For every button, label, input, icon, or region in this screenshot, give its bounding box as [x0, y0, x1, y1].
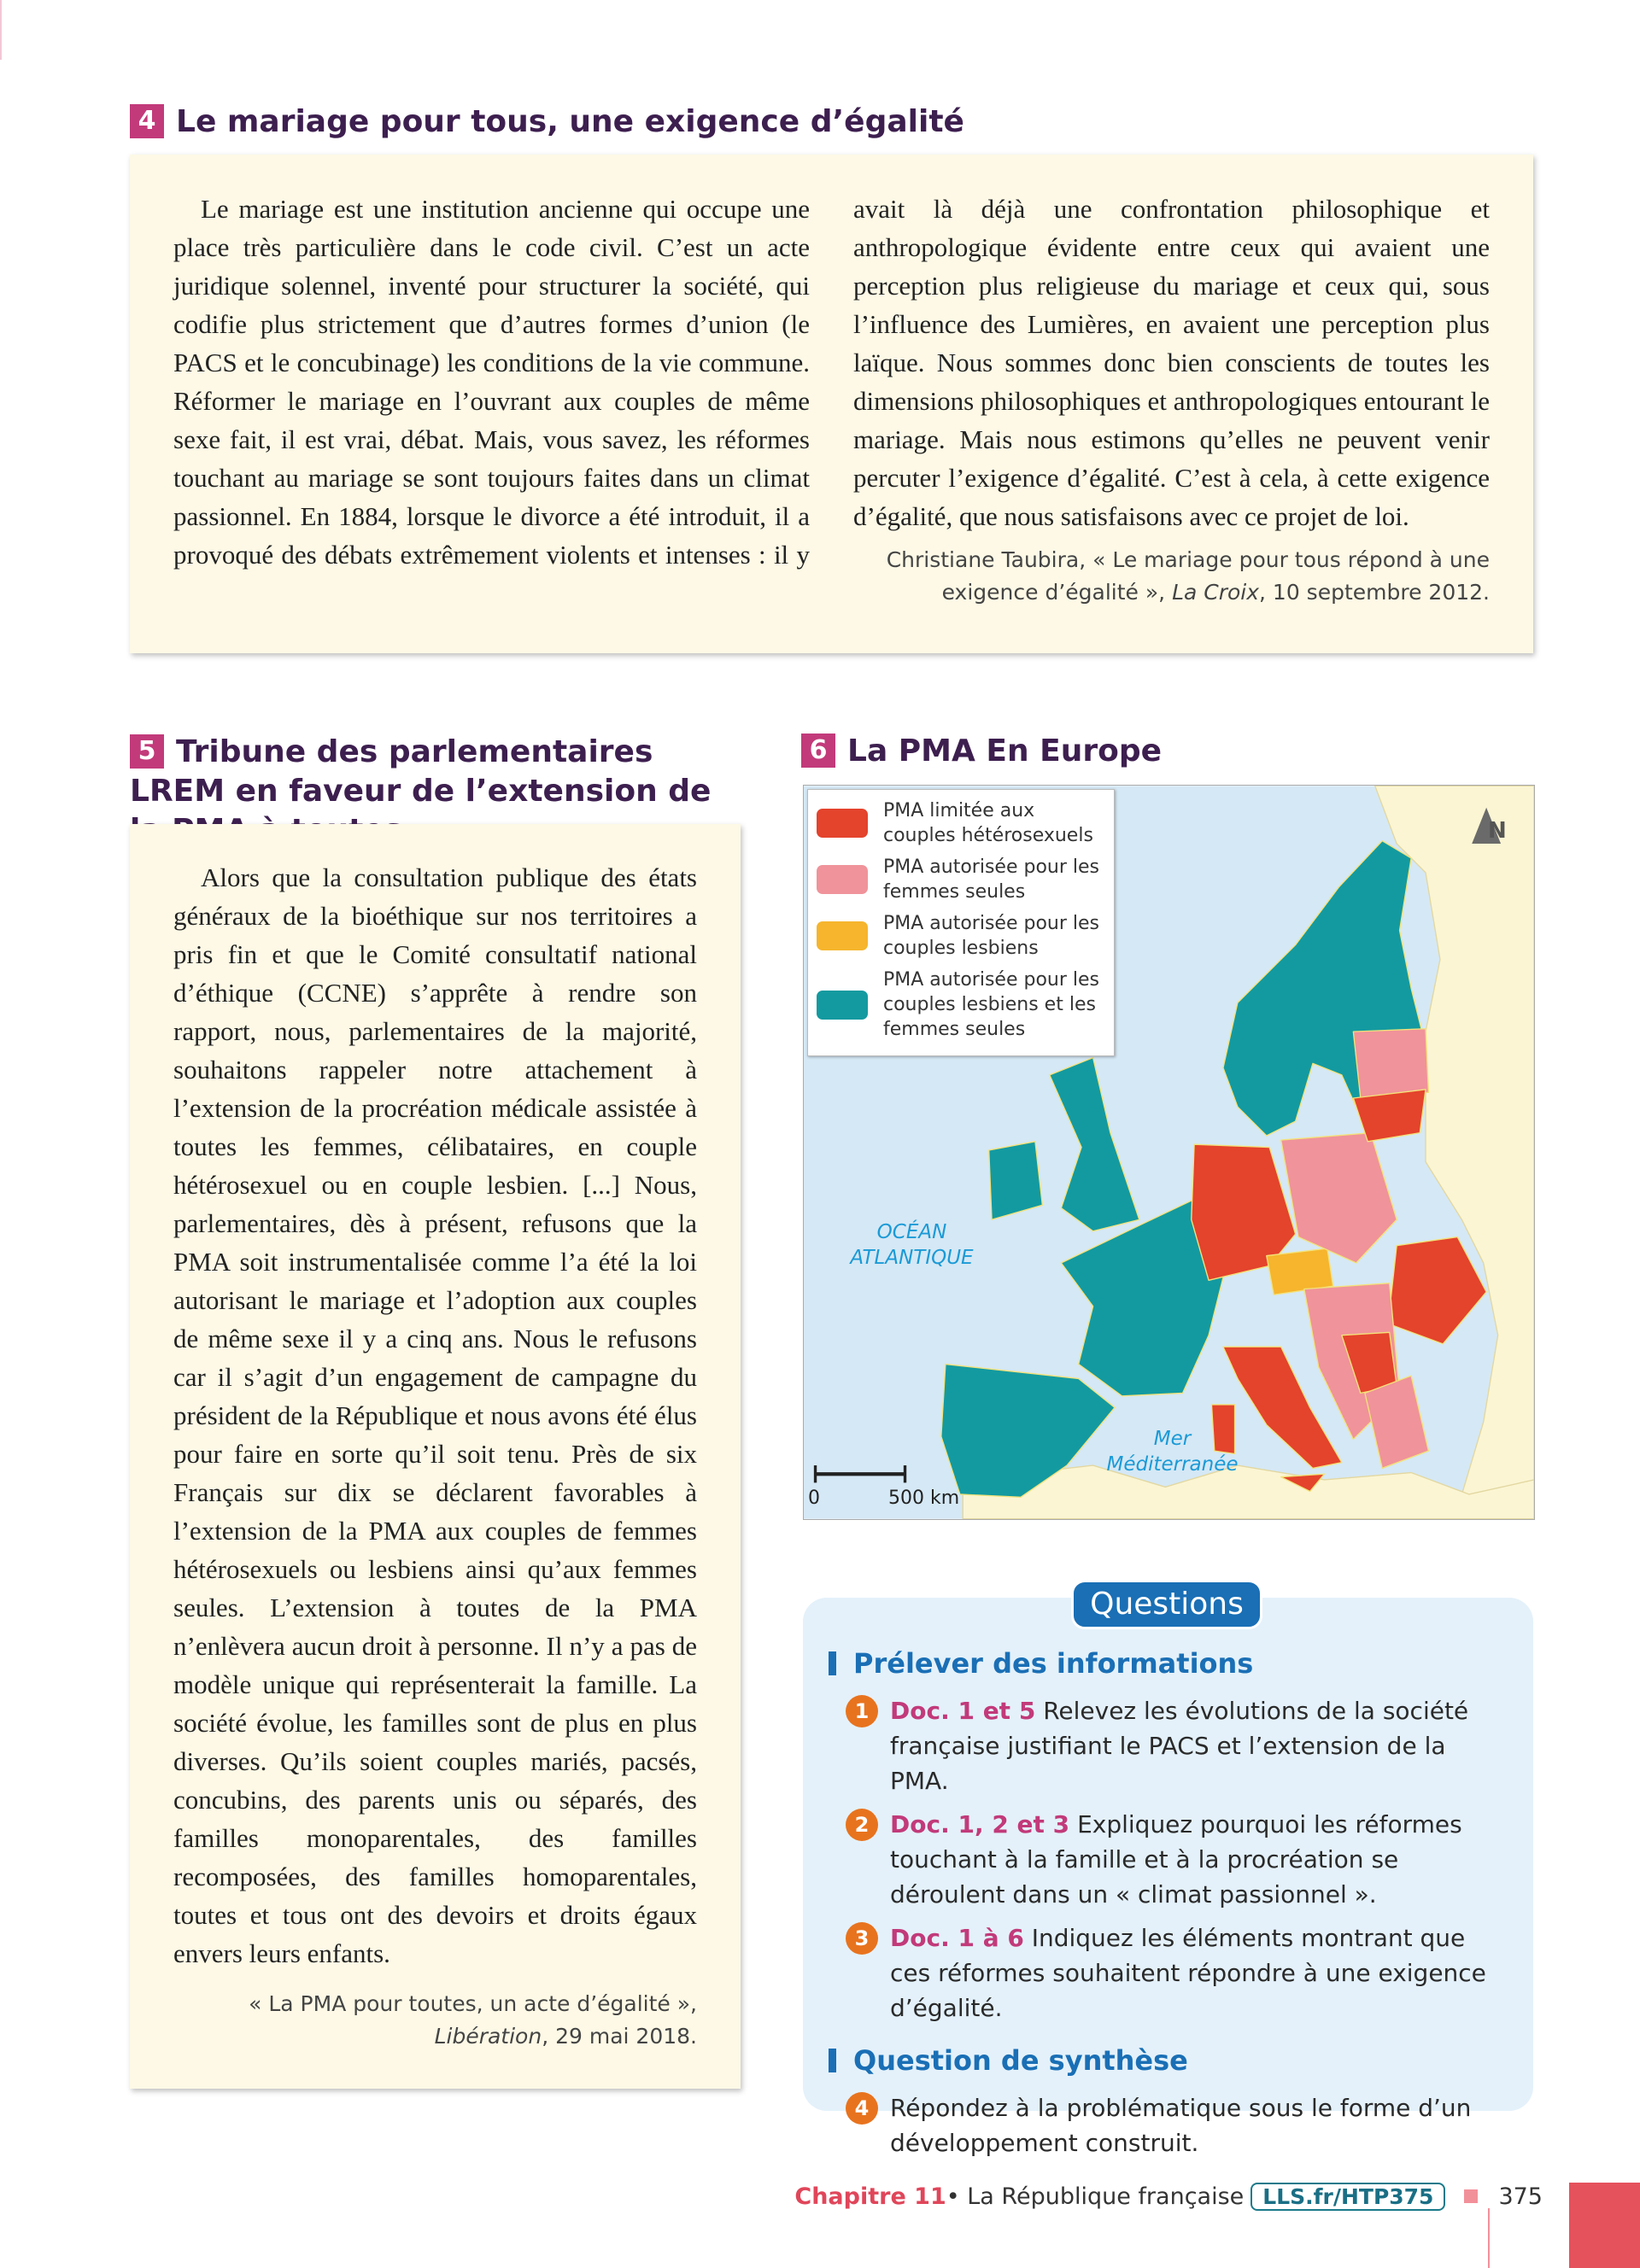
doc-box: Alors que la consultation publique des é…: [130, 824, 741, 2089]
map-region: [1266, 1248, 1334, 1295]
legend-swatch: [817, 865, 868, 894]
doc-title: Le mariage pour tous, une exigence d’éga…: [176, 104, 964, 139]
map-legend: PMA limitée aux couples hétérosexuels PMA…: [807, 789, 1115, 1056]
map-region: [940, 1363, 1116, 1498]
source-date: , 29 mai 2018.: [542, 2024, 697, 2049]
north-arrow: [1472, 807, 1502, 845]
footer: Chapitre 11 • La République française LL…: [794, 2177, 1543, 2215]
question-number: 3: [846, 1922, 878, 1955]
source-title: « La PMA pour toutes, un acte d’égalité …: [249, 1991, 697, 2016]
question-number: 1: [846, 1695, 878, 1727]
question-ref: Doc. 1, 2 et 3: [890, 1810, 1070, 1838]
question-body: Expliquez pourquoi les réformes touchant…: [890, 1810, 1462, 1909]
map-region: [1280, 1473, 1326, 1493]
sea-label: Mer Méditerranée: [1106, 1428, 1239, 1476]
section-heading: Question de synthèse: [829, 2044, 1508, 2077]
question: 4 Répondez à la problématique sous le for…: [829, 2090, 1508, 2160]
legend-item: PMA limitée aux couples hétérosexuels: [817, 798, 1105, 848]
north-label: N: [1488, 818, 1507, 844]
doc-source: Christiane Taubira, « Le mariage pour to…: [853, 544, 1490, 609]
legend-label: PMA limitée aux couples hétérosexuels: [883, 800, 1093, 846]
ocean-label: OCÉAN ATLANTIQUE: [850, 1221, 974, 1269]
map-region: [1364, 1375, 1430, 1470]
map-region: [1352, 1089, 1426, 1143]
map-region: [1352, 1028, 1430, 1099]
scale-end: 500 km: [888, 1488, 960, 1509]
legend-item: PMA autorisée pour les femmes seules: [817, 855, 1105, 904]
question-number: 4: [846, 2092, 878, 2125]
section-heading: Prélever des informations: [829, 1647, 1508, 1680]
doc-number: 5: [130, 734, 164, 769]
footer-line: [1488, 2208, 1490, 2268]
footer-link[interactable]: LLS.fr/HTP375: [1250, 2182, 1446, 2211]
land-africa: [962, 1464, 1534, 1519]
legend-item: PMA autorisée pour les couples lesbiens …: [817, 967, 1105, 1042]
question: 2 Doc. 1, 2 et 3 Expliquez pourquoi les r…: [829, 1807, 1508, 1912]
question-body: Relevez les évolutions de la société fra…: [890, 1697, 1469, 1795]
question-text: Doc. 1 à 6 Indiquez les éléments montran…: [890, 1920, 1508, 2025]
legend-swatch: [817, 921, 868, 950]
source-date: , 10 septembre 2012.: [1259, 580, 1490, 605]
question-text: Doc. 1, 2 et 3 Expliquez pourquoi les ré…: [890, 1807, 1508, 1912]
doc-title: La PMA En Europe: [847, 734, 1163, 769]
map-region: [1210, 1404, 1236, 1455]
map-region: [1060, 1197, 1224, 1397]
doc-heading: 4 Le mariage pour tous, une exigence d’ég…: [130, 102, 1531, 142]
map-region: [1222, 1346, 1343, 1470]
scale-start: 0: [808, 1488, 820, 1509]
question-body: Répondez à la problématique sous le form…: [890, 2094, 1472, 2157]
question-ref: Doc. 1 et 5: [890, 1697, 1036, 1725]
doc-heading: 6 La PMA En Europe: [801, 732, 1536, 771]
doc-number: 6: [801, 734, 835, 768]
footer-page: 375: [1498, 2183, 1543, 2210]
doc-source: « La PMA pour toutes, un acte d’égalité …: [173, 1988, 697, 2053]
doc-text: Le mariage est une institution ancienne …: [173, 194, 1490, 570]
question-ref: Doc. 1 à 6: [890, 1924, 1024, 1952]
footer-subject: • La République française: [946, 2183, 1245, 2210]
corner-mark: [0, 0, 2, 60]
questions-box: Prélever des informations 1 Doc. 1 et 5 Re…: [803, 1598, 1533, 2157]
question-text: Répondez à la problématique sous le form…: [890, 2090, 1508, 2160]
map-region: [1049, 1056, 1140, 1232]
question-number: 2: [846, 1809, 878, 1841]
question-body: Indiquez les éléments montrant que ces r…: [890, 1924, 1486, 2022]
footer-square: [1464, 2189, 1479, 2203]
source-author: Christiane Taubira, « Le mariage pour to…: [886, 547, 1490, 605]
map-region: [988, 1141, 1044, 1220]
doc-box: Le mariage est une institution ancienne …: [130, 155, 1533, 653]
footer-chapter: Chapitre 11: [794, 2183, 946, 2210]
legend-label: PMA autorisée pour les femmes seules: [883, 856, 1099, 903]
page-tab: [1569, 2183, 1640, 2268]
map-region: [1280, 1131, 1397, 1264]
question: 3 Doc. 1 à 6 Indiquez les éléments montra…: [829, 1920, 1508, 2025]
legend-label: PMA autorisée pour les couples lesbiens: [883, 913, 1099, 959]
source-publication: Libération: [434, 2024, 542, 2049]
questions-title: Questions: [1071, 1580, 1262, 1629]
doc-number: 4: [130, 104, 164, 138]
legend-swatch: [817, 990, 868, 1020]
question-text: Doc. 1 et 5 Relevez les évolutions de la…: [890, 1693, 1508, 1798]
legend-label: PMA autorisée pour les couples lesbiens …: [883, 969, 1099, 1040]
source-publication: La Croix: [1172, 580, 1260, 605]
legend-item: PMA autorisée pour les couples lesbiens: [817, 911, 1105, 961]
question: 1 Doc. 1 et 5 Relevez les évolutions de l…: [829, 1693, 1508, 1798]
legend-swatch: [817, 809, 868, 838]
doc-text: Alors que la consultation publique des é…: [173, 862, 697, 1968]
